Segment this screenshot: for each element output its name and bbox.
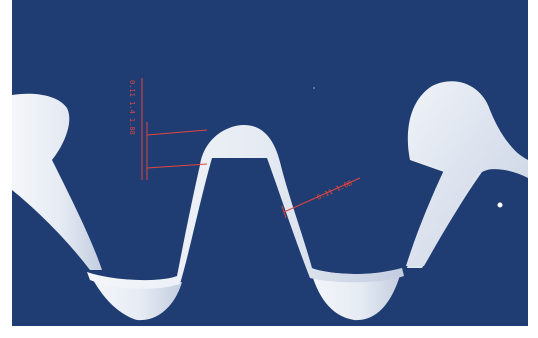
right-tooth-body <box>406 82 528 267</box>
speck <box>313 87 315 89</box>
horizontal-dimension-line-bottom <box>146 163 208 169</box>
bottom-border <box>12 326 528 338</box>
gear-teeth-image: 0.11 1.4 1.08 0.11 1.08 <box>12 0 528 338</box>
glare-dot <box>497 202 503 208</box>
gear-root-left <box>92 278 182 321</box>
horizontal-dimension-line-top <box>146 129 208 136</box>
vertical-dimension-label: 0.11 1.4 1.08 <box>128 80 136 135</box>
middle-gear-tooth <box>87 125 404 289</box>
left-tooth-flank <box>12 190 90 270</box>
gear-image-viewport: 0.11 1.4 1.08 0.11 1.08 <box>12 0 528 338</box>
dimension-annotations <box>141 78 361 219</box>
diagonal-tick <box>281 205 287 219</box>
diagonal-dimension-line <box>283 177 361 213</box>
